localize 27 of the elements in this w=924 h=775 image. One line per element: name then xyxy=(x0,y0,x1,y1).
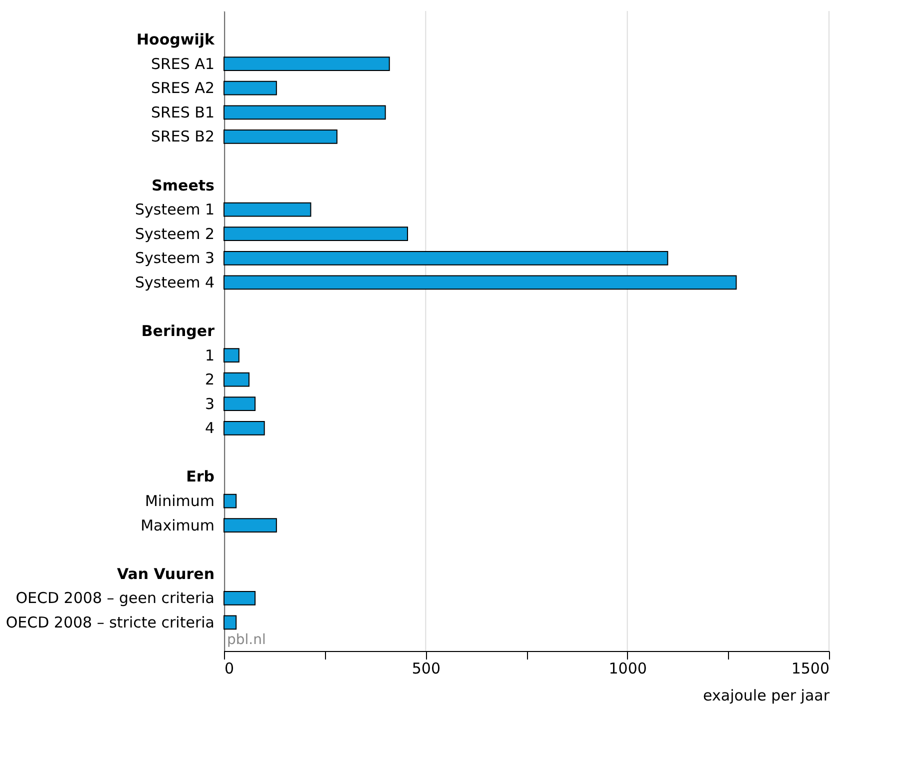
y-tick-label: 3 xyxy=(204,394,214,413)
x-tick-label: 500 xyxy=(412,660,440,678)
y-tick-label: Systeem 4 xyxy=(135,273,214,292)
y-tick-label: Hoogwijk xyxy=(136,30,216,49)
annotation: pbl.nl xyxy=(227,632,266,648)
y-tick-label: 4 xyxy=(204,419,214,438)
y-tick-label: SRES B2 xyxy=(150,128,214,146)
x-tick-label: 1500 xyxy=(791,660,830,678)
y-tick-label: Maximum xyxy=(140,516,214,534)
y-tick-label: OECD 2008 – stricte criteria xyxy=(6,613,214,632)
x-tick-label: 1000 xyxy=(608,660,647,678)
y-tick-label: Erb xyxy=(186,468,215,486)
y-tick-label: Smeets xyxy=(152,176,215,194)
x-tick-label: 0 xyxy=(224,660,234,678)
x-axis-title: exajoule per jaar xyxy=(703,686,830,704)
y-tick-label: Van Vuuren xyxy=(117,564,214,583)
y-tick-label: OECD 2008 – geen criteria xyxy=(16,589,214,608)
y-tick-label: Systeem 3 xyxy=(135,249,214,268)
y-tick-label: Beringer xyxy=(141,322,216,340)
y-tick-label: SRES A2 xyxy=(150,79,214,98)
y-tick-label: Systeem 1 xyxy=(135,200,214,219)
y-tick-label: SRES B1 xyxy=(150,103,214,122)
y-tick-label: Minimum xyxy=(144,492,214,510)
y-tick-label: 1 xyxy=(204,346,214,364)
y-tick-label: Systeem 2 xyxy=(135,224,214,243)
y-tick-label: 2 xyxy=(204,370,214,389)
y-tick-label: SRES A1 xyxy=(150,54,214,73)
